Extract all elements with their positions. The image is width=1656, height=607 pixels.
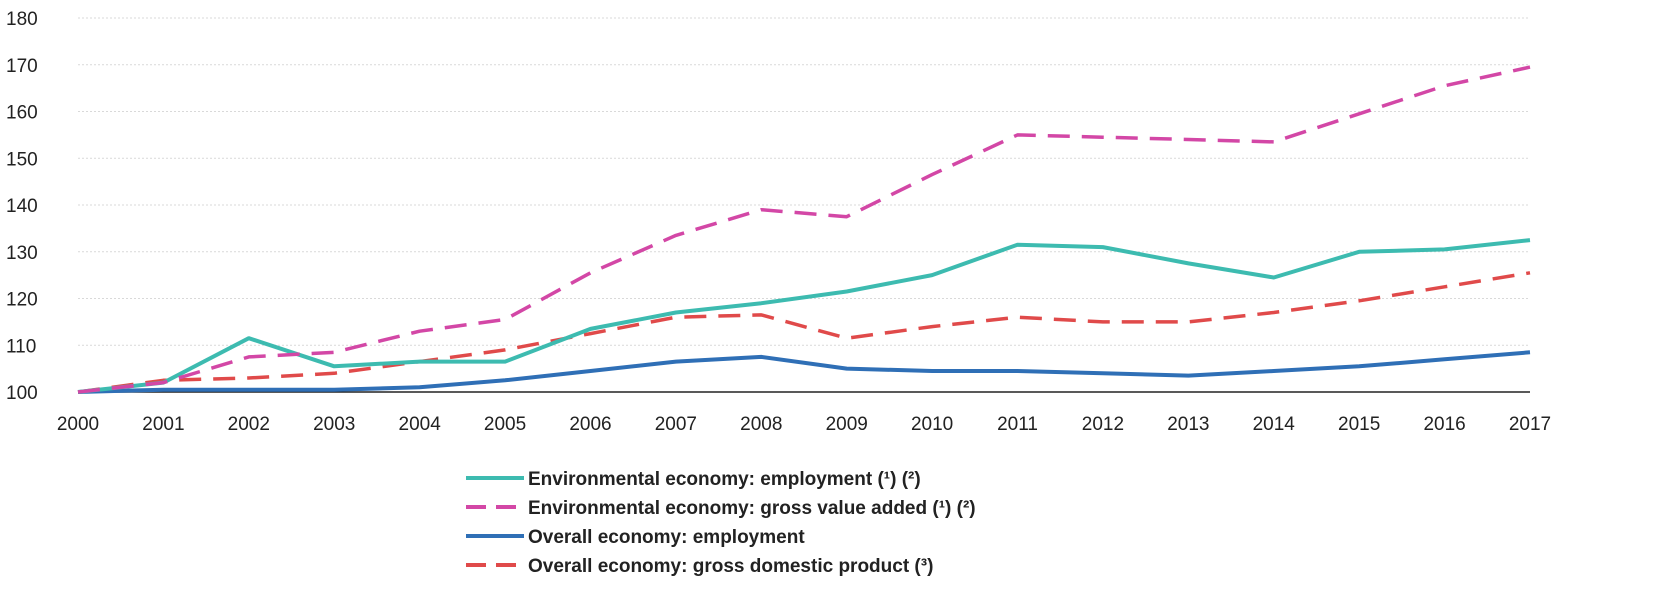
x-tick-label: 2005 (484, 414, 526, 435)
y-tick-label: 150 (6, 149, 38, 170)
grid-lines (78, 17, 1530, 346)
x-tick-label: 2015 (1338, 414, 1380, 435)
x-tick-label: 2016 (1423, 414, 1465, 435)
legend-label: Overall economy: gross domestic product … (528, 556, 933, 577)
x-tick-label: 2007 (655, 414, 697, 435)
series-line-2 (77, 65, 1531, 394)
series-line-1 (77, 238, 1531, 394)
x-tick-label: 2010 (911, 414, 953, 435)
y-tick-label: 120 (6, 290, 38, 311)
series-lines (77, 65, 1531, 394)
x-tick-label: 2011 (997, 414, 1038, 435)
x-tick-label: 2003 (313, 414, 355, 435)
legend: Environmental economy: employment (¹) (²… (466, 469, 976, 577)
x-tick-label: 2006 (569, 414, 611, 435)
x-tick-label: 2002 (228, 414, 270, 435)
y-tick-label: 180 (6, 9, 38, 30)
series-line-4 (77, 271, 1531, 394)
y-tick-label: 170 (6, 56, 38, 77)
x-tick-label: 2009 (826, 414, 868, 435)
x-tick-label: 2014 (1253, 414, 1296, 435)
x-tick-label: 2008 (740, 414, 782, 435)
y-tick-label: 100 (6, 383, 38, 404)
y-tick-label: 130 (6, 243, 38, 264)
y-tick-label: 110 (6, 336, 36, 357)
y-tick-label: 160 (6, 103, 38, 124)
y-axis-tick-labels: 100 110 120 130 140 150 160 170 180 (6, 9, 38, 404)
x-tick-label: 2013 (1167, 414, 1209, 435)
x-tick-label: 2012 (1082, 414, 1124, 435)
x-tick-label: 2017 (1509, 414, 1551, 435)
y-tick-label: 140 (6, 196, 38, 217)
legend-label: Overall economy: employment (528, 527, 805, 548)
series-line-3 (77, 350, 1531, 394)
x-tick-label: 2004 (399, 414, 442, 435)
legend-label: Environmental economy: employment (¹) (²… (528, 469, 921, 490)
x-tick-label: 2001 (142, 414, 184, 435)
x-axis-tick-labels: 2000 2001 2002 2003 2004 2005 2006 2007 2008 2009… (57, 414, 1551, 435)
legend-label: Environmental economy: gross value added… (528, 498, 976, 519)
x-tick-label: 2000 (57, 414, 99, 435)
